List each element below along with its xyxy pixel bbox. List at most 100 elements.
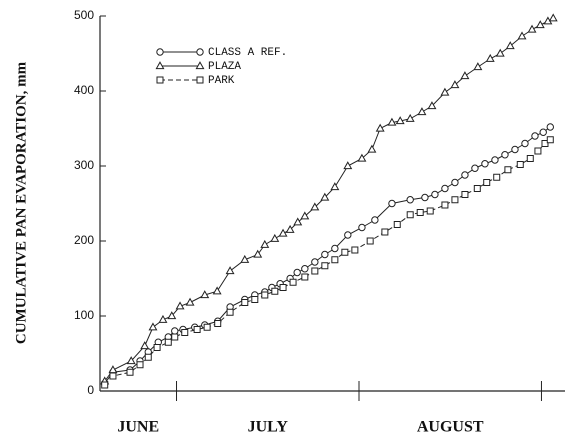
y-tick-label: 500 (74, 8, 94, 22)
month-label: JUNE (117, 419, 159, 436)
data-point (541, 140, 549, 147)
data-point (185, 297, 195, 306)
data-point (225, 266, 235, 275)
legend-marker (196, 48, 204, 56)
data-point (473, 62, 483, 71)
data-point (491, 156, 499, 164)
data-point (461, 171, 469, 179)
data-point (158, 314, 168, 323)
y-tick-label: 100 (74, 308, 94, 322)
data-point (109, 372, 117, 380)
data-point (171, 333, 179, 341)
data-point (531, 132, 539, 140)
data-point (200, 290, 210, 299)
legend-label: CLASS A REF. (208, 47, 287, 59)
data-point (357, 153, 367, 162)
legend-marker (156, 48, 164, 56)
data-point (501, 151, 509, 159)
y-tick-label: 400 (74, 83, 94, 97)
data-point (546, 123, 554, 131)
data-point (460, 71, 470, 80)
data-point (406, 211, 414, 219)
data-point (310, 202, 320, 211)
legend-marker (195, 61, 205, 70)
data-point (387, 117, 397, 126)
data-point (260, 239, 270, 248)
month-label: AUGUST (417, 419, 484, 436)
data-point (393, 221, 401, 228)
y-axis-label: CUMULATIVE PAN EVAPORATION, mm (13, 61, 29, 344)
data-point (311, 267, 319, 275)
data-point (301, 265, 309, 273)
data-point (521, 139, 529, 148)
data-point (301, 273, 309, 281)
data-point (534, 147, 542, 155)
data-point (108, 365, 118, 374)
data-point (331, 256, 339, 264)
data-point (251, 296, 259, 303)
data-point (330, 182, 340, 191)
data-point (485, 53, 495, 62)
data-point (388, 199, 396, 208)
data-point (164, 338, 172, 346)
data-point (167, 311, 177, 320)
data-point (341, 248, 349, 256)
data-point (193, 326, 201, 333)
data-point (293, 217, 303, 226)
data-point (289, 278, 297, 286)
y-tick-label: 0 (87, 383, 94, 397)
data-point (406, 196, 414, 204)
data-point (101, 381, 109, 389)
data-point (426, 207, 434, 215)
data-point (473, 185, 481, 192)
data-point (517, 31, 527, 40)
data-point (504, 166, 512, 174)
data-point (261, 291, 269, 299)
data-point (421, 193, 429, 202)
data-point (539, 128, 547, 136)
data-point (505, 41, 515, 50)
data-point (300, 211, 310, 220)
data-point (331, 244, 339, 253)
data-point (285, 224, 295, 233)
data-point (279, 284, 287, 291)
data-point (441, 201, 449, 209)
data-point (548, 13, 558, 22)
data-point (320, 192, 330, 201)
data-point (516, 161, 524, 168)
legend-marker (196, 76, 204, 84)
data-point (431, 190, 439, 199)
data-point (440, 87, 450, 96)
data-point (366, 237, 374, 245)
data-point (405, 113, 415, 122)
legend-label: PARK (208, 75, 235, 87)
data-point (321, 250, 329, 259)
data-point (493, 173, 501, 181)
data-point (344, 231, 352, 239)
data-point (241, 299, 249, 306)
data-point (126, 368, 134, 376)
data-point (450, 80, 460, 89)
data-point (546, 136, 554, 144)
data-point (153, 344, 161, 351)
data-point (526, 155, 534, 162)
series-line (104, 17, 554, 382)
data-point (293, 268, 301, 277)
legend-marker (156, 76, 164, 84)
month-label: JULY (248, 419, 289, 436)
legend-marker (155, 61, 165, 70)
data-point (181, 329, 189, 336)
data-point (416, 209, 424, 216)
data-point (271, 287, 279, 295)
data-point (226, 308, 234, 316)
data-point (126, 356, 136, 365)
data-point (270, 233, 280, 242)
data-point (535, 20, 545, 29)
data-point (240, 254, 250, 263)
data-point (375, 123, 385, 132)
data-point (171, 327, 179, 335)
data-point (471, 164, 479, 172)
data-point (358, 223, 366, 232)
data-point (441, 184, 449, 193)
